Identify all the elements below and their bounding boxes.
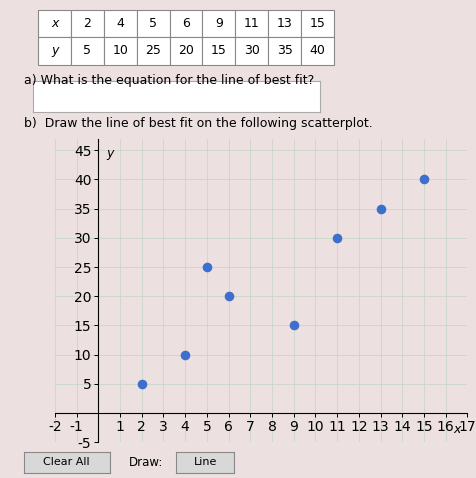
Bar: [300, 37, 333, 65]
Bar: [137, 37, 169, 65]
Bar: [235, 37, 268, 65]
Point: [289, 322, 297, 329]
Bar: [268, 10, 300, 37]
Text: 25: 25: [145, 44, 161, 57]
Bar: [38, 10, 71, 37]
Text: 5: 5: [83, 44, 91, 57]
Text: a) What is the equation for the line of best fit?: a) What is the equation for the line of …: [24, 74, 313, 87]
Bar: [104, 37, 137, 65]
Bar: [71, 37, 104, 65]
Text: 30: 30: [243, 44, 259, 57]
Bar: [235, 10, 268, 37]
Bar: [268, 37, 300, 65]
Text: y: y: [51, 44, 58, 57]
Text: 2: 2: [83, 17, 91, 30]
Bar: [300, 10, 333, 37]
Text: 40: 40: [309, 44, 325, 57]
Text: Line: Line: [193, 457, 217, 467]
Text: 6: 6: [182, 17, 189, 30]
Text: 11: 11: [243, 17, 259, 30]
Text: 4: 4: [116, 17, 124, 30]
Text: x: x: [453, 424, 460, 436]
Text: 35: 35: [276, 44, 292, 57]
Point: [419, 175, 427, 183]
Text: b)  Draw the line of best fit on the following scatterplot.: b) Draw the line of best fit on the foll…: [24, 117, 372, 130]
Bar: [202, 37, 235, 65]
Text: 9: 9: [215, 17, 222, 30]
Bar: [169, 37, 202, 65]
Point: [181, 351, 188, 358]
Text: 15: 15: [309, 17, 325, 30]
Bar: [38, 37, 71, 65]
Text: Draw:: Draw:: [129, 456, 163, 469]
Text: 13: 13: [276, 17, 292, 30]
Point: [203, 263, 210, 271]
Bar: [104, 10, 137, 37]
Point: [224, 293, 232, 300]
Bar: [169, 10, 202, 37]
Text: Clear All: Clear All: [43, 457, 90, 467]
Point: [376, 205, 384, 213]
Bar: [202, 10, 235, 37]
Point: [333, 234, 340, 242]
Text: y: y: [106, 147, 113, 161]
Point: [138, 380, 145, 388]
Text: x: x: [51, 17, 58, 30]
Text: 5: 5: [149, 17, 157, 30]
Bar: [71, 10, 104, 37]
Text: 20: 20: [178, 44, 194, 57]
Bar: [137, 10, 169, 37]
Text: 10: 10: [112, 44, 128, 57]
Text: 15: 15: [210, 44, 227, 57]
